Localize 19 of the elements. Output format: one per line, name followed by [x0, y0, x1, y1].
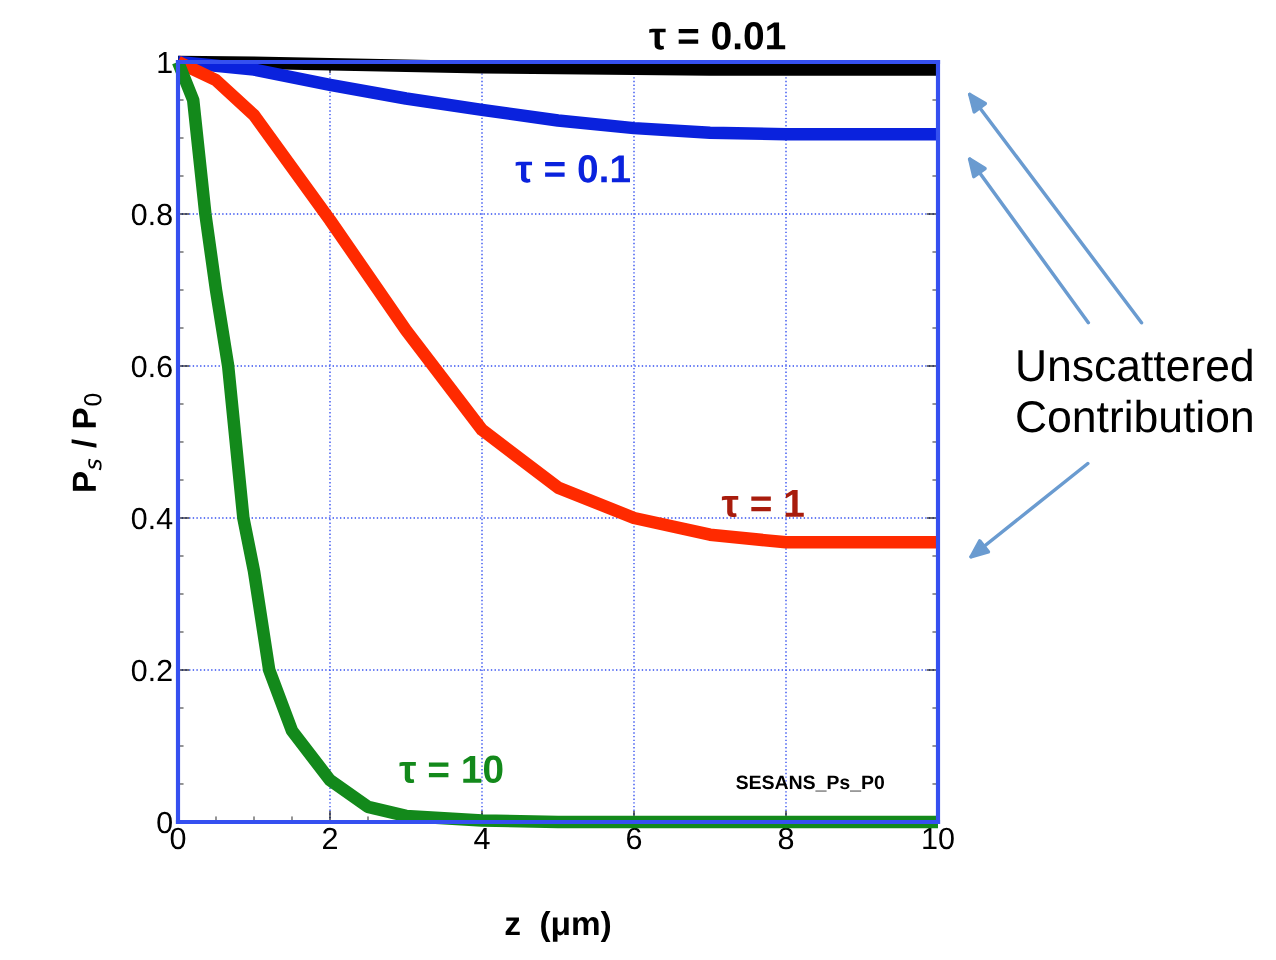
y-tick-label: 0.8: [131, 203, 172, 226]
series-label: τ = 0.01: [649, 22, 786, 50]
annotation: SESANS_Ps_P0: [736, 775, 884, 792]
x-tick-label: 10: [923, 827, 954, 850]
x-axis-title: z (μm): [505, 910, 611, 942]
series-label: τ = 10: [399, 755, 503, 784]
y-tick-label: 0.4: [131, 507, 173, 530]
text: Unscattered Contribution: [1017, 348, 1252, 433]
series-label: τ = 1: [721, 489, 804, 518]
y-tick-label: 0: [157, 811, 172, 834]
y-tick-label: 1: [158, 52, 172, 74]
y-axis-title: P$_{s}$ / P$_{0}$: [71, 393, 102, 491]
x-tick-label: 2: [323, 827, 337, 849]
x-tick-label: 4: [474, 827, 490, 849]
y-tick-label: 0.6: [131, 355, 172, 378]
y-tick-label: 0.2: [131, 659, 172, 682]
x-tick-label: 6: [627, 827, 642, 850]
x-tick-label: 8: [778, 827, 794, 850]
series-label: τ = 0.1: [515, 155, 630, 183]
